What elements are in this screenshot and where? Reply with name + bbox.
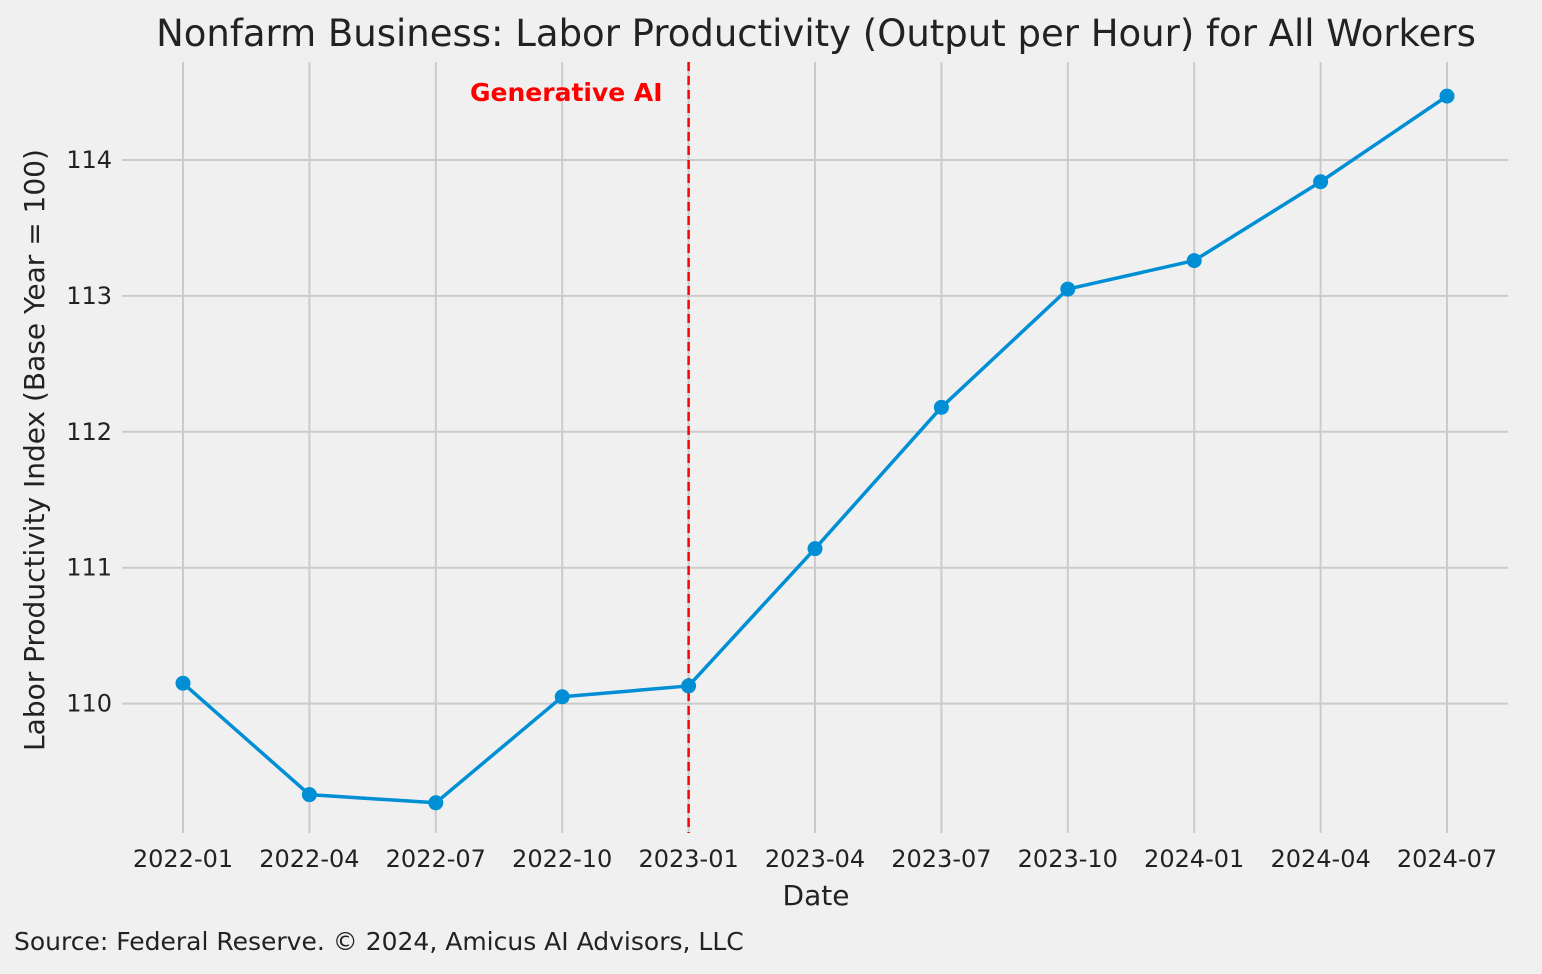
data-point [554,689,570,705]
data-point [1060,281,1076,297]
y-axis-label: Labor Productivity Index (Base Year = 10… [18,149,51,751]
x-tick-label: 2024-04 [1270,845,1370,873]
data-point [807,541,823,557]
y-tick-label: 110 [66,690,112,718]
y-grid-lines [122,159,1508,705]
y-tick-label: 111 [66,554,112,582]
x-tick-label: 2022-01 [133,845,233,873]
data-point [681,678,697,694]
x-axis-label: Date [783,879,850,912]
y-tick-label: 112 [66,418,112,446]
source-note: Source: Federal Reserve. © 2024, Amicus … [14,927,744,956]
annotation-label: Generative AI [470,78,663,107]
x-tick-label: 2023-07 [891,845,991,873]
x-axis-ticks: 2022-01 2022-04 2022-07 2022-10 2023-01 2023-… [133,845,1497,873]
x-tick-label: 2024-07 [1397,845,1497,873]
x-tick-label: 2023-10 [1018,845,1118,873]
x-tick-label: 2022-04 [259,845,359,873]
y-tick-label: 113 [66,282,112,310]
x-tick-label: 2022-07 [386,845,486,873]
chart-title: Nonfarm Business: Labor Productivity (Ou… [156,12,1476,55]
data-point [301,787,317,803]
x-tick-label: 2024-01 [1144,845,1244,873]
chart-series [175,88,1455,811]
x-tick-label: 2023-04 [765,845,865,873]
chart-annotations: Generative AI [470,62,690,833]
x-tick-label: 2022-10 [512,845,612,873]
data-point [1439,88,1455,104]
data-point [175,675,191,691]
data-point [933,399,949,415]
data-point [1313,174,1329,190]
data-point [1186,253,1202,269]
x-tick-label: 2023-01 [638,845,738,873]
data-point [428,795,444,811]
y-axis-ticks: 110 111 112 113 114 [66,146,112,718]
y-tick-label: 114 [66,146,112,174]
